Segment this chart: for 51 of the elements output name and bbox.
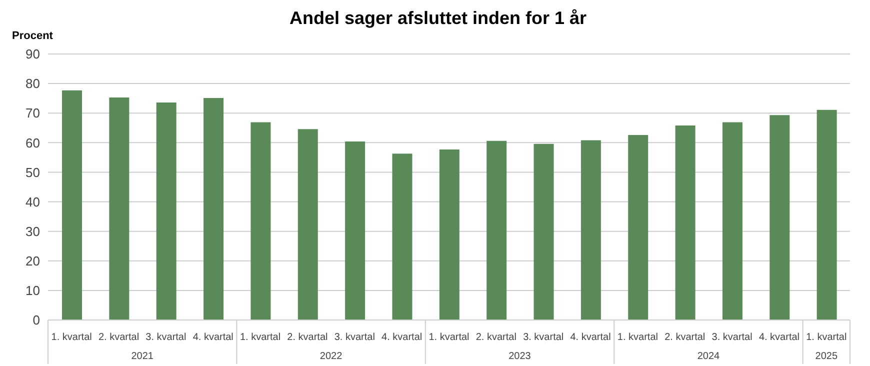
- bar: [250, 122, 271, 320]
- bar: [628, 134, 648, 320]
- text: 2021: [131, 351, 154, 362]
- bar: [298, 129, 318, 320]
- x-tick-label: 3. kvartal: [523, 332, 564, 343]
- bar: [675, 126, 696, 320]
- text: 2022: [320, 351, 343, 362]
- x-tick-label: 1. kvartal: [240, 332, 281, 343]
- x-tick-label: 4. kvartal: [758, 332, 800, 343]
- bar: [204, 98, 224, 320]
- x-tick-label: 4. kvartal: [192, 332, 234, 343]
- x-tick-label: 3. kvartal: [712, 332, 752, 343]
- y-tick-label: 50: [26, 164, 40, 180]
- bar: [580, 140, 601, 320]
- x-tick-label: 3. kvartal: [334, 332, 375, 343]
- bar: [156, 102, 176, 320]
- text: 2024: [697, 351, 720, 362]
- y-tick-label: 60: [26, 135, 40, 150]
- bar: [345, 141, 366, 320]
- bar: [816, 110, 837, 320]
- x-tick-label: 2. kvartal: [98, 332, 140, 343]
- y-tick-label: 20: [26, 254, 40, 269]
- chart-title: Andel sager afsluttet inden for 1 år: [288, 8, 588, 30]
- bar: [486, 140, 507, 320]
- y-axis-title: Procent: [11, 30, 54, 44]
- x-tick-label: 3. kvartal: [146, 332, 186, 343]
- x-tick-label: 2. kvartal: [287, 332, 328, 343]
- y-tick-label: 80: [26, 76, 40, 92]
- y-tick-label: 30: [26, 224, 40, 239]
- y-tick-label: 40: [26, 194, 40, 210]
- x-tick-label: 2. kvartal: [664, 332, 706, 343]
- x-tick-label: 4. kvartal: [382, 332, 422, 343]
- x-tick-label: 1. kvartal: [51, 332, 92, 343]
- x-tick-label: 1. kvartal: [428, 332, 470, 343]
- bar: [62, 90, 82, 320]
- text: 2023: [508, 351, 532, 362]
- x-tick-label: 1. kvartal: [617, 332, 658, 343]
- bar: [392, 154, 412, 320]
- bar: [770, 115, 790, 320]
- bar: [722, 122, 742, 320]
- bar: [109, 97, 130, 320]
- bar: [534, 144, 554, 320]
- x-tick-label: 4. kvartal: [570, 332, 611, 343]
- y-tick-label: 10: [26, 283, 40, 298]
- y-tick-label: 90: [26, 46, 40, 62]
- text: 2025: [815, 351, 838, 362]
- x-tick-label: 1. kvartal: [806, 332, 847, 343]
- x-tick-label: 2. kvartal: [476, 332, 516, 343]
- y-tick-label: 70: [26, 106, 40, 121]
- y-tick-label: 0: [32, 312, 40, 328]
- bar: [439, 149, 460, 320]
